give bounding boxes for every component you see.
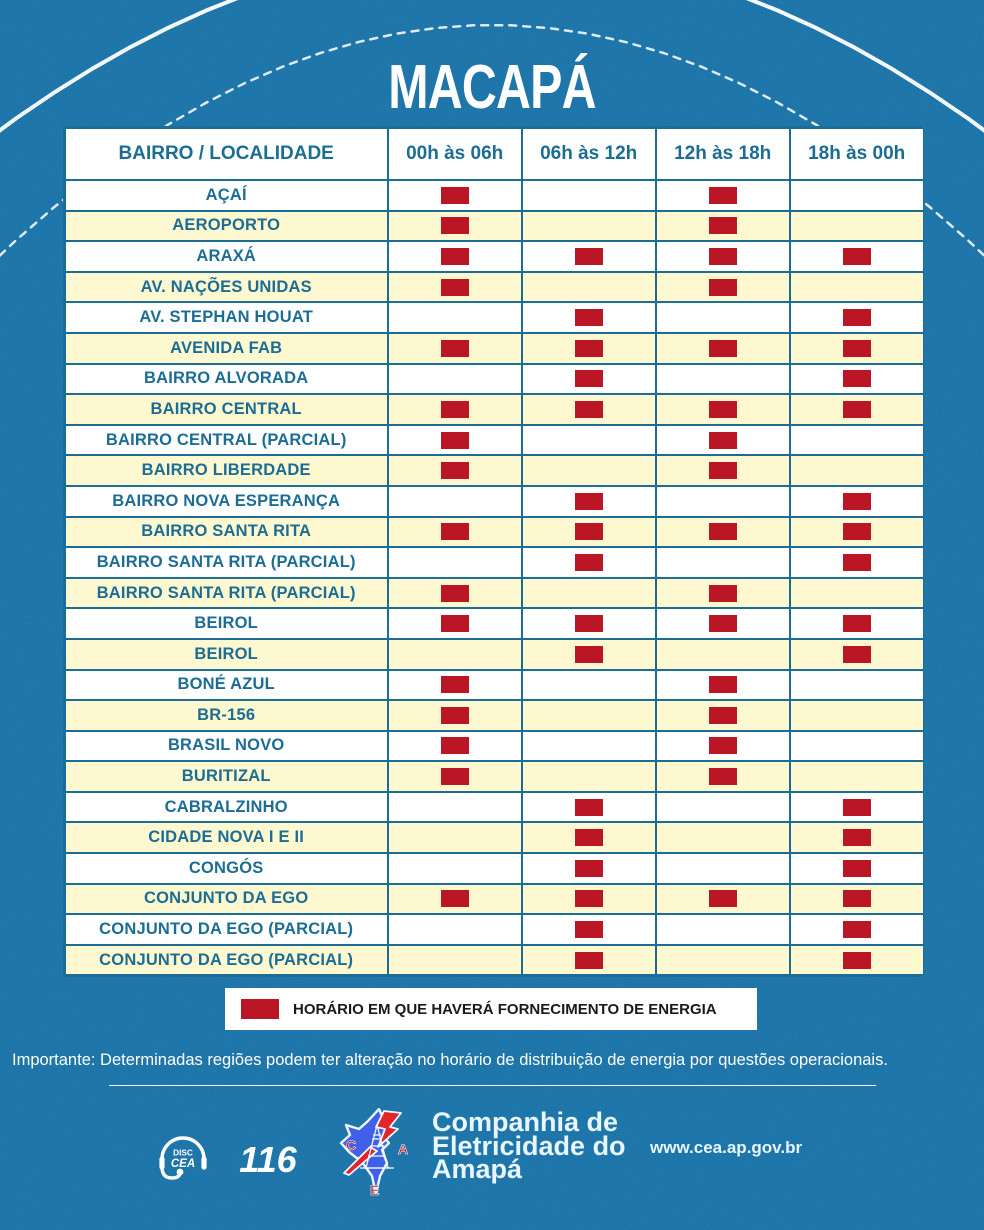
svg-text:DISC: DISC [173,1148,193,1158]
svg-text:C: C [346,1137,356,1153]
svg-text:116: 116 [239,1139,297,1180]
svg-text:E: E [370,1182,379,1198]
svg-text:A: A [398,1141,408,1157]
svg-text:CEA: CEA [171,1158,195,1170]
